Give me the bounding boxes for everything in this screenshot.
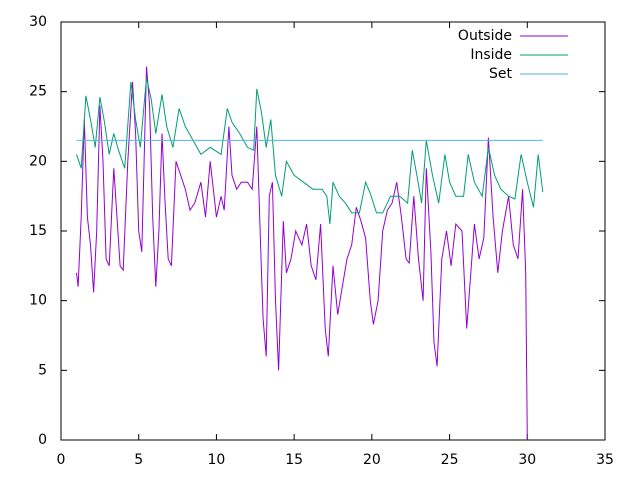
y-tick-label: 25 bbox=[29, 84, 47, 100]
y-tick-label: 15 bbox=[29, 223, 47, 239]
y-tick-label: 10 bbox=[29, 293, 47, 309]
legend-label: Outside bbox=[458, 28, 512, 44]
x-tick-label: 10 bbox=[208, 452, 226, 468]
y-tick-label: 5 bbox=[38, 362, 47, 378]
x-tick-label: 25 bbox=[441, 452, 459, 468]
line-series bbox=[76, 66, 528, 441]
x-tick-label: 35 bbox=[596, 452, 614, 468]
y-tick-label: 30 bbox=[29, 14, 47, 30]
x-tick-label: 20 bbox=[363, 452, 381, 468]
x-tick-label: 5 bbox=[134, 452, 143, 468]
y-tick-label: 20 bbox=[29, 153, 47, 169]
y-tick-label: 0 bbox=[38, 432, 47, 448]
x-tick-label: 15 bbox=[285, 452, 303, 468]
x-tick-label: 0 bbox=[57, 452, 66, 468]
legend-label: Inside bbox=[470, 47, 512, 63]
x-tick-label: 30 bbox=[518, 452, 536, 468]
legend-label: Set bbox=[489, 66, 513, 82]
line-series bbox=[76, 77, 544, 225]
